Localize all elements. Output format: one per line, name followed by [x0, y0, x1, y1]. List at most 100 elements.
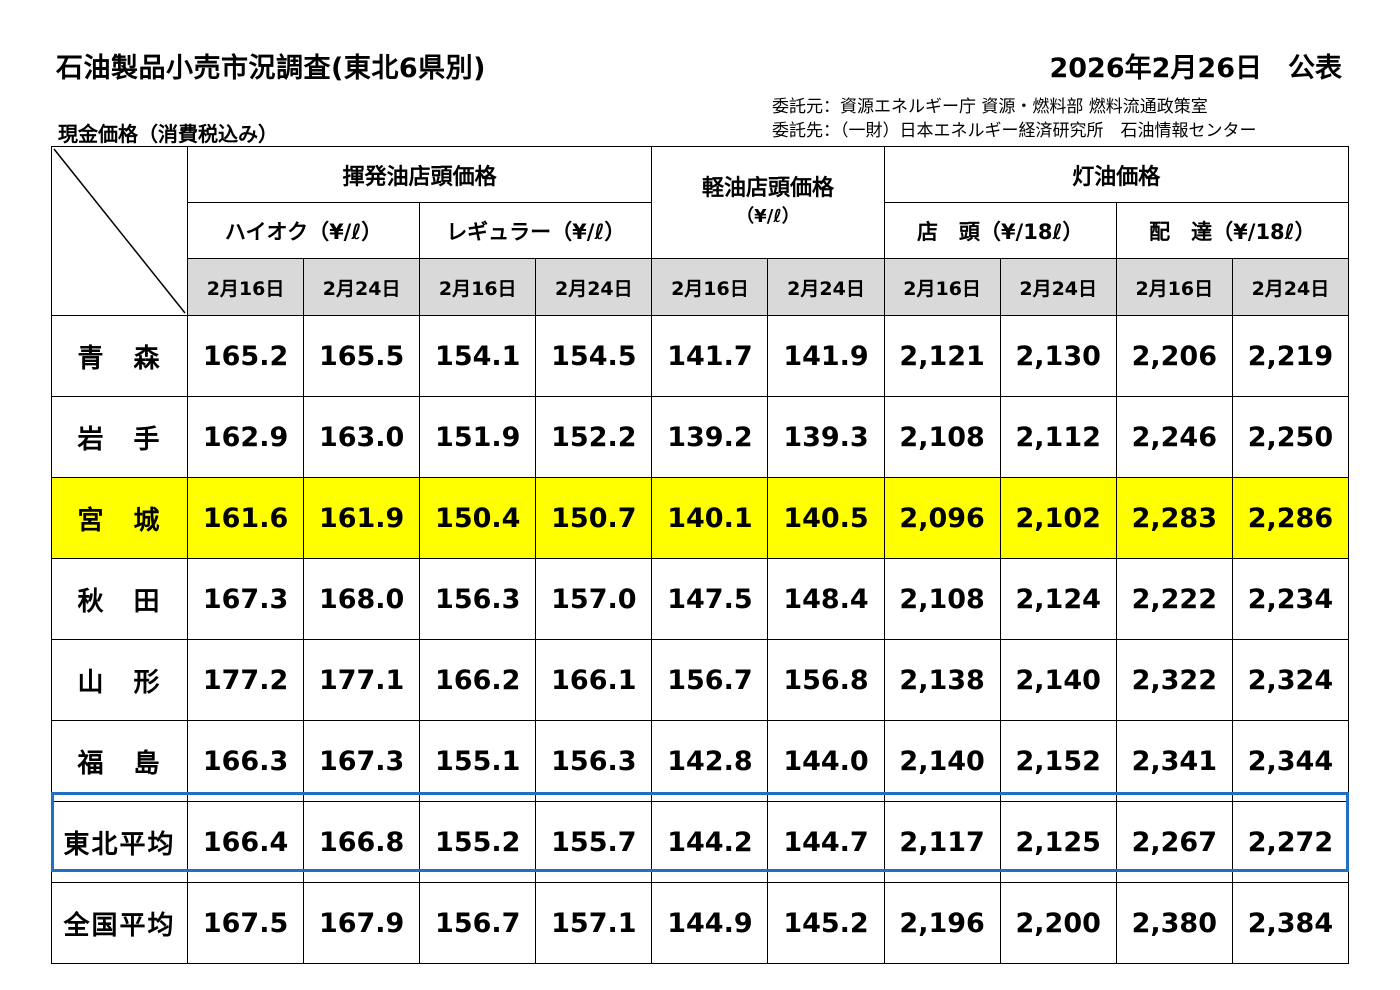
kerosene-delivery-header: 配 達（¥/18ℓ）: [1115, 202, 1350, 259]
price-cell: 156.3: [419, 558, 537, 640]
price-cell: 157.1: [535, 882, 653, 964]
price-cell: 162.9: [186, 396, 305, 478]
price-cell: 2,108: [883, 558, 1001, 640]
table-row: 秋 田 167.3 168.0 156.3 157.0 147.5 148.4 2,108 2,…: [51, 558, 1350, 640]
price-cell: 140.5: [767, 477, 885, 559]
table-row: 東北平均 166.4 166.8 155.2 155.7 144.2 144.7 2,117 2…: [51, 801, 1350, 883]
price-cell: 150.4: [419, 477, 537, 559]
price-cell: 151.9: [419, 396, 537, 478]
price-cell: 167.5: [186, 882, 305, 964]
price-cell: 2,267: [1115, 801, 1233, 883]
price-cell: 2,130: [999, 315, 1117, 397]
price-basis-subtitle: 現金価格（消費税込み）: [58, 122, 278, 146]
price-cell: 2,108: [883, 396, 1001, 478]
price-cell: 166.3: [186, 720, 305, 802]
price-cell: 147.5: [651, 558, 769, 640]
price-cell: 144.7: [767, 801, 885, 883]
price-cell: 2,322: [1115, 639, 1233, 721]
date-header: 2月24日: [303, 258, 421, 316]
price-cell: 165.5: [303, 315, 421, 397]
date-header: 2月16日: [651, 258, 769, 316]
price-cell: 156.7: [419, 882, 537, 964]
kerosene-store-header: 店 頭（¥/18ℓ）: [883, 202, 1117, 259]
price-cell: 156.8: [767, 639, 885, 721]
price-cell: 166.4: [186, 801, 305, 883]
date-header: 2月24日: [999, 258, 1117, 316]
credits: 委託元：資源エネルギー庁 資源・燃料部 燃料流通政策室 委託先：（一財）日本エネ…: [772, 95, 1257, 143]
price-cell: 2,138: [883, 639, 1001, 721]
price-cell: 144.0: [767, 720, 885, 802]
price-cell: 144.2: [651, 801, 769, 883]
corner-cell: [51, 146, 188, 316]
table-row: 福 島 166.3 167.3 155.1 156.3 142.8 144.0 2,140 2,…: [51, 720, 1350, 802]
price-cell: 165.2: [186, 315, 305, 397]
gasoline-header: 揮発油店頭価格: [186, 146, 653, 203]
price-cell: 2,096: [883, 477, 1001, 559]
table-row: 山 形 177.2 177.1 166.2 166.1 156.7 156.8 2,138 2,…: [51, 639, 1350, 721]
published-label: 公表: [1288, 53, 1342, 84]
price-cell: 154.1: [419, 315, 537, 397]
price-cell: 2,384: [1231, 882, 1350, 964]
price-cell: 161.9: [303, 477, 421, 559]
price-cell: 161.6: [186, 477, 305, 559]
price-cell: 139.2: [651, 396, 769, 478]
price-cell: 156.3: [535, 720, 653, 802]
publish-date: 2026年2月26日 公表: [1049, 46, 1342, 85]
region-name: 岩 手: [51, 396, 188, 478]
price-cell: 2,324: [1231, 639, 1350, 721]
price-cell: 2,219: [1231, 315, 1350, 397]
price-cell: 2,286: [1231, 477, 1350, 559]
date-header: 2月16日: [1115, 258, 1233, 316]
price-cell: 2,196: [883, 882, 1001, 964]
region-name: 宮 城: [51, 477, 188, 559]
price-cell: 2,121: [883, 315, 1001, 397]
diesel-header: 軽油店頭価格 （¥/ℓ）: [651, 146, 885, 259]
date-header: 2月16日: [419, 258, 537, 316]
price-cell: 155.7: [535, 801, 653, 883]
diesel-header-unit: （¥/ℓ）: [736, 205, 800, 227]
price-cell: 139.3: [767, 396, 885, 478]
diesel-header-label: 軽油店頭価格: [701, 175, 834, 201]
date-header: 2月16日: [883, 258, 1001, 316]
diagonal-line-icon: [53, 148, 186, 314]
price-cell: 155.2: [419, 801, 537, 883]
commissioned-by: 委託元：資源エネルギー庁 資源・燃料部 燃料流通政策室: [772, 97, 1208, 117]
price-cell: 144.9: [651, 882, 769, 964]
price-cell: 166.2: [419, 639, 537, 721]
price-cell: 2,140: [883, 720, 1001, 802]
price-cell: 177.1: [303, 639, 421, 721]
high-octane-header: ハイオク（¥/ℓ）: [186, 202, 421, 259]
price-cell: 2,117: [883, 801, 1001, 883]
price-cell: 152.2: [535, 396, 653, 478]
price-cell: 2,380: [1115, 882, 1233, 964]
price-cell: 2,283: [1115, 477, 1233, 559]
price-cell: 2,112: [999, 396, 1117, 478]
price-cell: 2,341: [1115, 720, 1233, 802]
price-cell: 2,200: [999, 882, 1117, 964]
price-cell: 2,344: [1231, 720, 1350, 802]
region-name: 秋 田: [51, 558, 188, 640]
region-name: 青 森: [51, 315, 188, 397]
page-title: 石油製品小売市況調査(東北6県別): [56, 53, 486, 84]
price-cell: 154.5: [535, 315, 653, 397]
date-header: 2月24日: [767, 258, 885, 316]
table-row: 宮 城 161.6 161.9 150.4 150.7 140.1 140.5 2,096 2,…: [51, 477, 1350, 559]
price-cell: 167.3: [303, 720, 421, 802]
price-cell: 148.4: [767, 558, 885, 640]
region-name: 福 島: [51, 720, 188, 802]
commissioned-to: 委託先：（一財）日本エネルギー経済研究所 石油情報センター: [772, 121, 1257, 141]
table-row: 全国平均 167.5 167.9 156.7 157.1 144.9 145.2 2,196 2…: [51, 882, 1350, 964]
price-cell: 141.9: [767, 315, 885, 397]
price-cell: 2,124: [999, 558, 1117, 640]
price-cell: 2,152: [999, 720, 1117, 802]
price-cell: 2,140: [999, 639, 1117, 721]
price-cell: 166.1: [535, 639, 653, 721]
price-cell: 2,125: [999, 801, 1117, 883]
publish-date-value: 2026年2月26日: [1049, 53, 1262, 84]
kerosene-header: 灯油価格: [883, 146, 1350, 203]
region-name: 山 形: [51, 639, 188, 721]
region-name: 全国平均: [51, 882, 188, 964]
price-cell: 2,234: [1231, 558, 1350, 640]
price-cell: 2,206: [1115, 315, 1233, 397]
date-header: 2月24日: [535, 258, 653, 316]
